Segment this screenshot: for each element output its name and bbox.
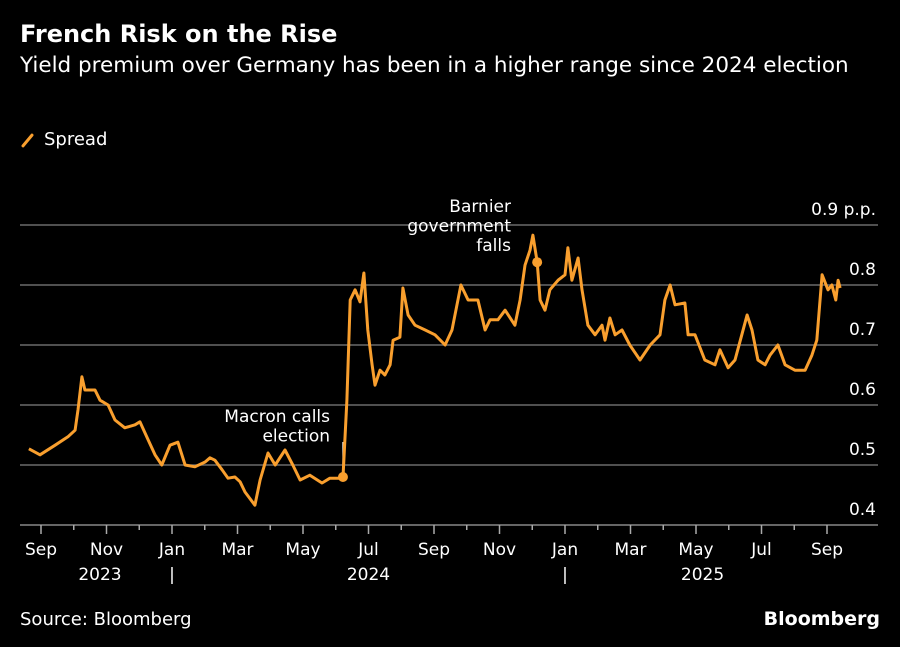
y-tick-label: 0.7 xyxy=(849,320,876,340)
x-year-label: 2025 xyxy=(681,565,724,585)
x-tick-label: Mar xyxy=(221,540,253,560)
annotation-label: government xyxy=(407,217,511,237)
year-separator: | xyxy=(562,565,568,585)
x-tick-label: Nov xyxy=(483,540,516,560)
x-year-label: 2024 xyxy=(347,565,390,585)
x-tick-label: Jul xyxy=(750,540,772,560)
x-tick-label: Jan xyxy=(551,540,578,560)
bloomberg-logo: Bloomberg xyxy=(763,608,880,630)
x-tick-label: Sep xyxy=(25,540,57,560)
x-tick-label: Sep xyxy=(811,540,843,560)
x-tick-label: Jul xyxy=(357,540,379,560)
x-tick-label: Nov xyxy=(90,540,123,560)
annotation-marker xyxy=(532,257,543,268)
annotation-label: falls xyxy=(476,236,511,256)
annotation-marker xyxy=(337,472,348,482)
annotation-label: Macron calls xyxy=(224,407,330,427)
legend-label-spread: Spread xyxy=(44,129,108,150)
legend: Spread xyxy=(20,129,107,150)
x-tick-label: May xyxy=(285,540,320,560)
x-tick-label: May xyxy=(678,540,713,560)
chart-title: French Risk on the Rise xyxy=(20,20,338,48)
chart-subtitle: Yield premium over Germany has been in a… xyxy=(20,53,849,78)
x-tick-label: Sep xyxy=(418,540,450,560)
series-line-spread xyxy=(28,233,842,507)
x-year-label: 2023 xyxy=(78,565,121,585)
annotation-label: Barnier xyxy=(449,197,511,217)
y-tick-label: 0.9 p.p. xyxy=(811,200,876,220)
x-tick-label: Mar xyxy=(614,540,646,560)
year-separator: | xyxy=(169,565,175,585)
source-note: Source: Bloomberg xyxy=(20,609,192,630)
y-tick-label: 0.8 xyxy=(849,260,876,280)
x-tick-label: Jan xyxy=(158,540,185,560)
y-tick-label: 0.6 xyxy=(849,380,876,400)
annotation-label: election xyxy=(262,427,330,447)
y-tick-label: 0.5 xyxy=(849,440,876,460)
y-tick-label: 0.4 xyxy=(849,500,876,520)
